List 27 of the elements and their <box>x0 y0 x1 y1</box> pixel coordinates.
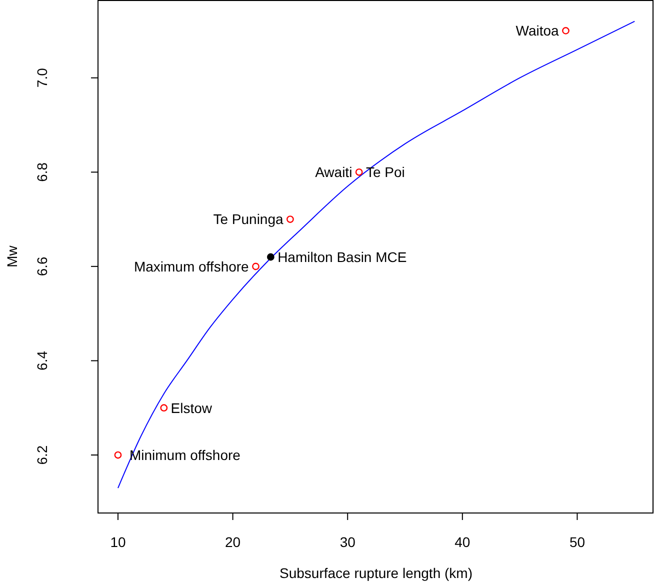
y-tick-label: 7.0 <box>34 68 50 88</box>
x-tick-label: 40 <box>454 534 470 550</box>
point <box>252 262 260 270</box>
annotation: Maximum offshore <box>134 258 250 274</box>
x-tick-label: 30 <box>340 534 356 550</box>
x-axis-title: Subsurface rupture length (km) <box>280 565 472 581</box>
point <box>266 253 274 261</box>
x-tick-label: 20 <box>225 534 241 550</box>
y-tick-label: 6.8 <box>34 162 50 182</box>
x-tick-label: 10 <box>110 534 126 550</box>
y-axis-title: Mw <box>4 244 20 268</box>
annotation: Te Puninga <box>213 211 284 228</box>
point <box>286 216 294 223</box>
annotation: Waitoa <box>516 22 560 39</box>
annotation: Elstow <box>170 400 213 416</box>
point <box>114 451 122 459</box>
y-tick-label: 6.4 <box>34 350 50 370</box>
x-tick-label: 50 <box>569 534 586 550</box>
point <box>160 404 168 412</box>
point <box>562 27 570 34</box>
annotation: Te Poi <box>366 164 405 180</box>
y-tick-label: 6.6 <box>34 256 50 276</box>
y-tick-label: 6.2 <box>34 445 50 465</box>
point <box>355 168 363 176</box>
annotation: Awaiti <box>315 164 352 180</box>
line-series <box>117 20 636 489</box>
annotation: Hamilton Basin MCE <box>278 248 407 265</box>
